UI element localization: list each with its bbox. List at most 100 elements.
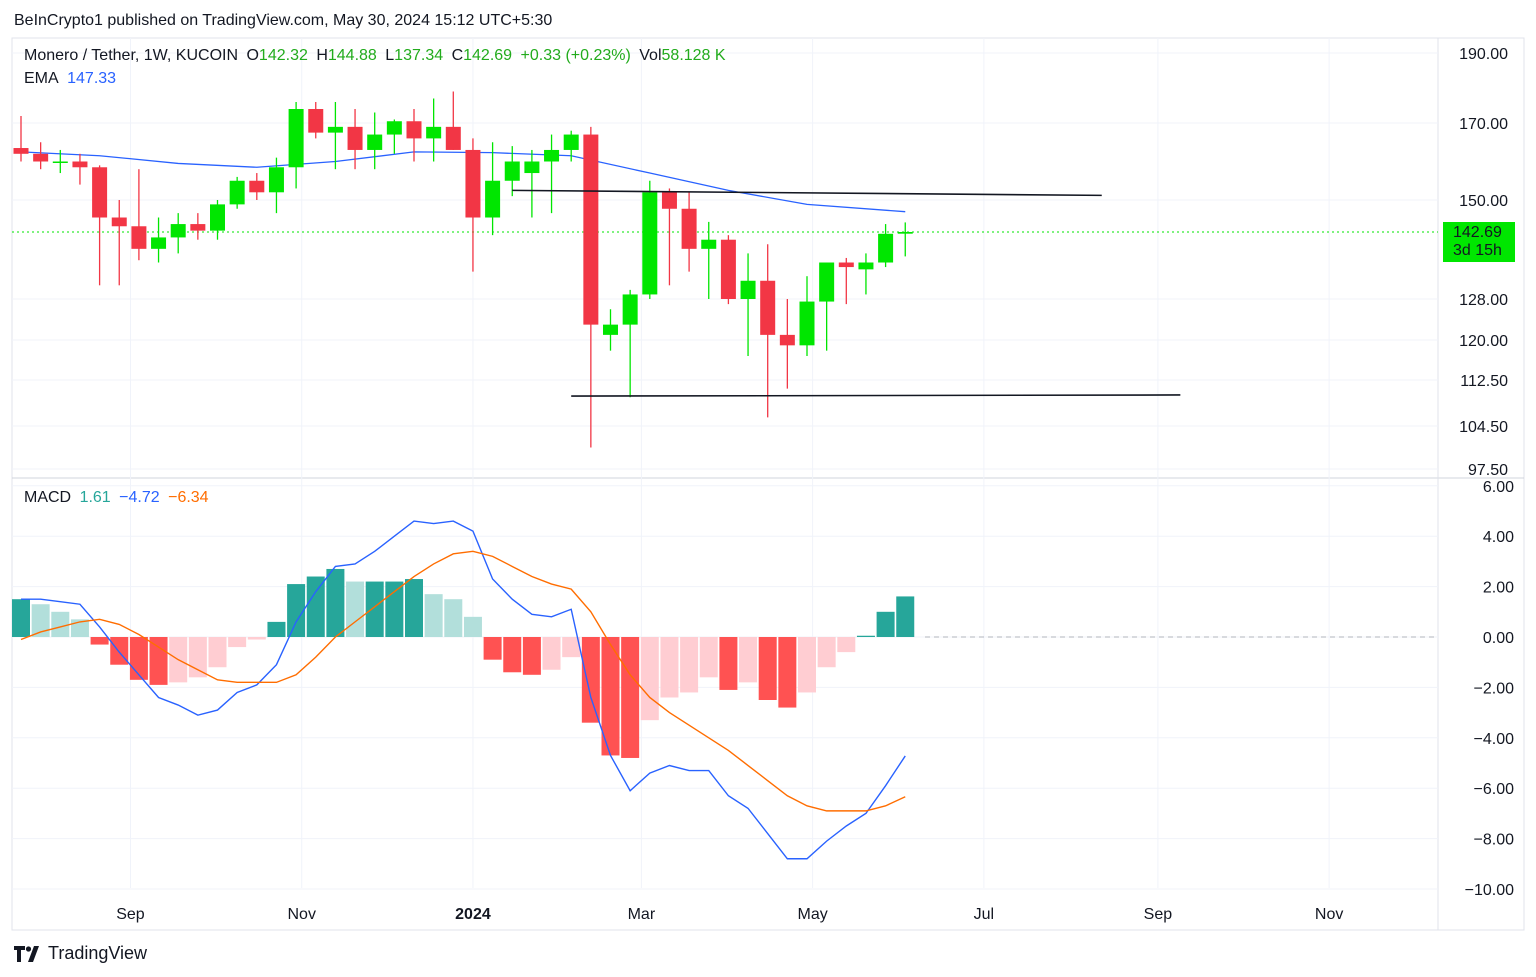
tradingview-footer[interactable]: TradingView [14,943,147,964]
candle-body [367,134,383,150]
bar-countdown-text: 3d 15h [1453,242,1502,259]
candle-body [131,226,147,249]
candle-body [504,161,520,181]
macd-histogram-bar [699,637,718,678]
macd-histogram-bar [503,637,522,673]
tradingview-logo-icon [14,945,39,962]
candle-body [92,167,108,218]
macd-histogram-bar [778,637,797,708]
candle-body [347,126,363,150]
grid-layer [11,37,1525,931]
candle-body [642,192,658,295]
candle-body [13,148,29,154]
macd-tick-label: 4.00 [1483,529,1514,546]
macd-histogram-bar [326,568,345,637]
macd-histogram-bar [856,635,875,637]
time-tick-label: Sep [116,906,145,923]
candle-body [210,204,225,231]
symbol-name: Monero / Tether, 1W, KUCOIN [24,47,239,64]
macd-histogram-bar [365,581,384,637]
candle-body [760,280,776,335]
volume-value: 58.128 K [661,47,726,64]
macd-histogram-bar [837,637,856,653]
macd-histogram-bar [149,637,168,685]
tradingview-brand-text: TradingView [48,943,148,963]
macd-tick-label: −6.00 [1474,781,1515,798]
macd-histogram-bar [70,619,89,637]
candle-body [858,262,874,270]
macd-histogram-bar [483,637,502,660]
macd-histogram-bar [424,594,443,637]
candle-body [52,161,68,163]
symbol-legend: Monero / Tether, 1W, KUCOIN O142.32 H144… [24,47,730,65]
close-value: 142.69 [463,47,513,64]
candle-body [170,224,186,238]
macd-histogram-bar [129,637,148,680]
price-tick-label: 104.50 [1459,419,1508,436]
ema-value: 147.33 [67,70,117,87]
macd-histogram-bar [306,576,325,637]
macd-tick-label: 0.00 [1483,630,1514,647]
high-label: H [316,47,328,64]
macd-histogram-bar [405,579,423,637]
candle-body [386,121,402,135]
candle-body [779,334,795,346]
time-tick-label: Mar [628,906,656,923]
candle-body [583,134,599,325]
candle-body [838,262,854,268]
volume-label: Vol [639,47,662,64]
candle-body [111,217,127,227]
open-value: 142.32 [258,47,308,64]
macd-tick-label: −4.00 [1474,731,1515,748]
macd-histogram-bar [680,637,699,693]
macd-histogram-bar [110,637,129,665]
low-label: L [385,47,395,64]
macd-histogram-bar [208,637,227,668]
macd-histogram-bar [267,621,286,637]
price-tick-label: 190.00 [1459,46,1508,63]
current-price-text: 142.69 [1453,224,1502,241]
candle-body [465,149,481,218]
macd-histogram-bar [188,637,207,678]
macd-histogram-bar [12,599,30,637]
macd-histogram-bar [444,599,463,637]
candle-body [897,232,913,234]
price-tick-label: 170.00 [1459,116,1508,133]
candle-body [819,262,835,302]
macd-line-value: −4.72 [119,489,160,506]
candle-body [681,208,697,249]
macd-signal-value: −6.34 [168,489,209,506]
macd-hist-value: 1.61 [79,489,111,506]
macd-histogram-bar [51,611,70,637]
time-tick-label: Jul [974,906,994,923]
horizontal-trendline [571,394,1181,397]
current-price-badge: 142.69 3d 15h [1443,222,1515,262]
candle-body [33,153,49,162]
time-tick-label: Nov [287,906,315,923]
macd-histogram-bar [621,637,640,758]
axis-layer: 190.00 170.00 150.00 128.00 120.00 112.50 104.… [116,46,1514,923]
price-tick-label: 97.50 [1468,462,1508,479]
signal-line [20,550,906,812]
change-value: +0.33 (+0.23%) [520,47,631,64]
macd-histogram-bar [522,637,541,675]
candle-body [249,180,265,193]
macd-histogram-bar [817,637,836,668]
candle-body [151,237,167,249]
candle-body [327,126,343,133]
candle-body [563,134,579,150]
macd-histogram-bar [463,616,482,637]
candle-body [72,161,88,168]
candle-body [288,109,304,168]
candle-body [268,167,284,193]
macd-histogram-bar [601,637,620,756]
candle-body [406,121,422,139]
macd-histogram-bar [287,584,306,637]
high-value: 144.88 [327,47,377,64]
macd-tick-label: −10.00 [1465,882,1514,899]
macd-histogram-bar [385,581,404,637]
macd-tick-label: −8.00 [1474,832,1515,849]
macd-histogram-bar [719,637,738,690]
macd-histogram-bar [247,637,266,640]
